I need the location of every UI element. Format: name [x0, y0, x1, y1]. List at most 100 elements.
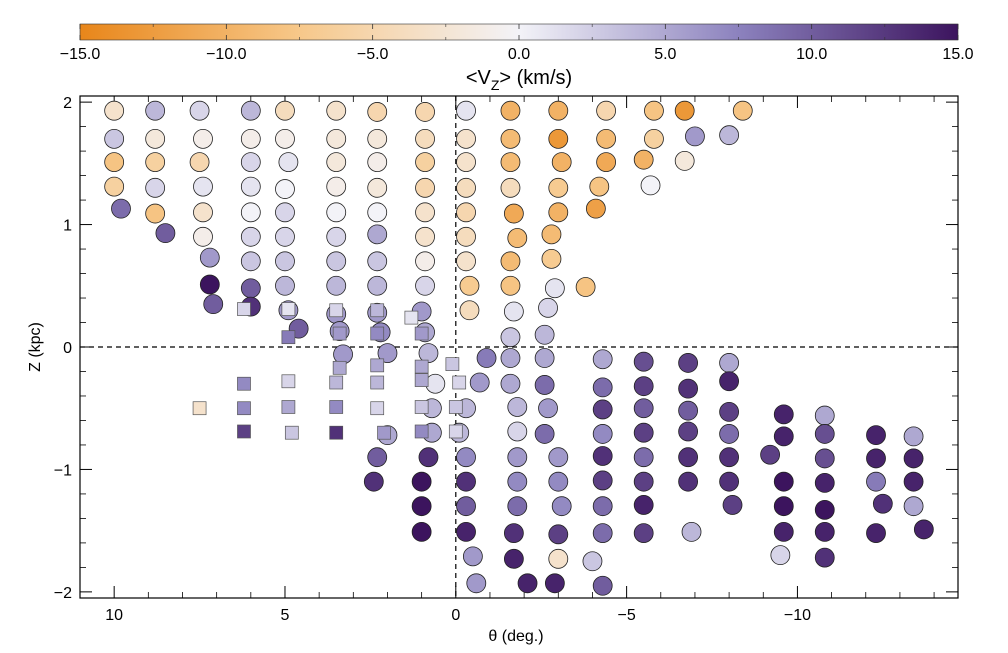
- circle-point: [199, 274, 220, 295]
- circle-point: [903, 471, 924, 492]
- circle-point: [592, 349, 613, 370]
- circle-point: [415, 251, 435, 272]
- square-point: [329, 425, 344, 440]
- circle-point: [592, 446, 613, 466]
- square-point: [448, 424, 463, 439]
- circle-point: [326, 202, 347, 223]
- circle-point: [773, 521, 794, 542]
- circle-point: [773, 471, 794, 492]
- circle-point: [411, 471, 432, 492]
- circle-point: [596, 100, 617, 121]
- colorbar-label: <VZ> (km/s): [466, 67, 572, 93]
- circle-point: [456, 100, 476, 121]
- square-point: [329, 400, 344, 414]
- square-point: [281, 400, 296, 414]
- circle-point: [548, 100, 569, 121]
- square-point: [452, 375, 467, 390]
- colorbar: −15.0 −10.0 −5.0 0.0 5.0 10.0 15.0 <VZ> (km/s): [60, 23, 974, 93]
- square-point: [237, 376, 251, 391]
- circle-point: [500, 275, 521, 296]
- square-point: [414, 400, 429, 414]
- circle-point: [507, 496, 528, 517]
- square-point: [370, 303, 385, 318]
- circle-point: [719, 125, 740, 146]
- circle-point: [326, 152, 347, 173]
- circle-point: [633, 422, 654, 443]
- circle-point: [145, 128, 166, 149]
- circle-point: [415, 226, 435, 247]
- circle-point: [538, 398, 558, 419]
- circle-point: [644, 100, 664, 121]
- circle-point: [503, 548, 524, 569]
- circle-point: [500, 100, 521, 121]
- circle-point: [633, 471, 654, 492]
- circle-point: [507, 447, 528, 468]
- circle-point: [326, 226, 347, 247]
- circle-point: [275, 202, 295, 223]
- circle-point: [145, 203, 166, 224]
- square-point: [414, 326, 429, 341]
- circle-point: [575, 277, 596, 297]
- circle-point: [685, 126, 705, 147]
- circle-point: [507, 397, 528, 417]
- circle-point: [326, 251, 347, 272]
- circle-point: [367, 251, 388, 272]
- circle-point: [456, 251, 476, 272]
- circle-point: [678, 400, 699, 421]
- circle-point: [240, 278, 261, 299]
- circle-point: [719, 371, 740, 392]
- circle-point: [592, 523, 613, 544]
- circle-point: [456, 496, 476, 517]
- circle-point: [674, 150, 695, 171]
- circle-point: [814, 499, 835, 520]
- circle-point: [678, 353, 699, 373]
- circle-point: [507, 228, 528, 248]
- square-point: [237, 424, 251, 439]
- circle-point: [538, 297, 558, 318]
- circle-point: [866, 448, 886, 469]
- circle-point: [534, 375, 555, 395]
- circle-point: [456, 202, 476, 223]
- circle-point: [678, 378, 699, 399]
- square-point: [332, 326, 347, 341]
- circle-point: [104, 152, 125, 173]
- circle-point: [275, 100, 295, 121]
- square-point: [370, 401, 385, 416]
- square-point: [414, 424, 429, 439]
- circle-point: [548, 202, 569, 223]
- x-tick-label: 5: [281, 607, 290, 624]
- circle-point: [596, 128, 617, 149]
- y-tick-label: −2: [54, 585, 72, 602]
- circle-point: [541, 224, 562, 245]
- circle-point: [548, 548, 569, 569]
- circle-point: [633, 523, 654, 544]
- circle-point: [903, 496, 924, 517]
- circle-point: [466, 573, 487, 594]
- square-point: [192, 401, 207, 416]
- circle-point: [456, 128, 476, 149]
- square-point: [404, 310, 419, 325]
- reference-lines: [80, 96, 958, 598]
- circle-point: [719, 401, 740, 422]
- circle-point: [459, 275, 480, 296]
- circle-point: [770, 545, 791, 566]
- circle-point: [582, 551, 603, 572]
- circle-point: [415, 152, 435, 173]
- circle-point: [275, 275, 295, 296]
- square-point: [329, 303, 344, 318]
- circle-point: [517, 573, 538, 594]
- colorbar-tick-label: −5.0: [357, 46, 389, 63]
- circle-point: [500, 177, 521, 198]
- circle-point: [503, 301, 524, 322]
- circle-point: [814, 448, 835, 469]
- circle-point: [544, 573, 565, 594]
- square-point: [284, 425, 299, 440]
- circle-point: [551, 152, 572, 173]
- circle-point: [719, 447, 740, 468]
- circle-point: [418, 447, 439, 468]
- circle-point: [476, 348, 497, 368]
- circle-point: [199, 247, 220, 268]
- circle-point: [367, 152, 388, 173]
- circle-point: [104, 176, 125, 197]
